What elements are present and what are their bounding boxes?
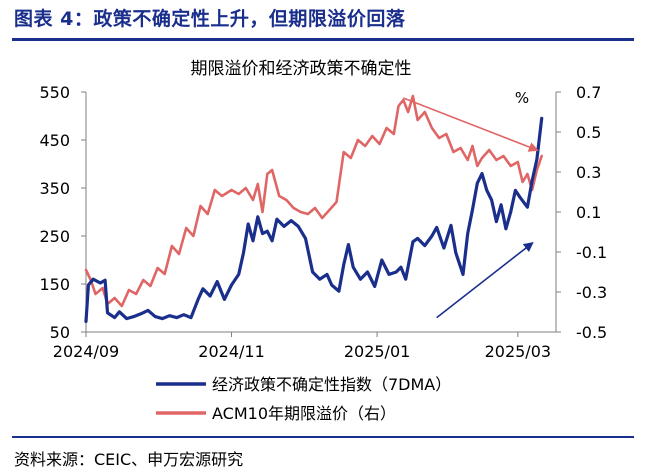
- trend-arrow-term-premium: [403, 97, 539, 152]
- right-tick-label: -0.5: [576, 323, 607, 342]
- series-line-acm: [84, 94, 544, 308]
- legend-label-acm: ACM10年期限溢价（右）: [212, 404, 396, 423]
- trend-arrow-uncertainty: [436, 241, 534, 319]
- x-tick-label: 2024/11: [198, 342, 264, 361]
- left-tick-label: 250: [39, 227, 70, 246]
- x-tick-label: 2025/01: [344, 342, 410, 361]
- figure-title: 图表 4：政策不确定性上升，但期限溢价回落: [14, 8, 406, 30]
- annotation-layer: [403, 97, 539, 319]
- left-tick-label: 350: [39, 179, 70, 198]
- source-note: 资料来源：CEIC、申万宏源研究: [14, 450, 244, 469]
- left-tick-label: 50: [50, 323, 70, 342]
- right-tick-label: 0.1: [576, 203, 601, 222]
- series-line-epu: [84, 116, 544, 323]
- axes: [85, 92, 557, 333]
- right-axis-ticks: 0.7 0.5 0.3 0.1 -0.1 -0.3 -0.5: [556, 83, 607, 342]
- right-tick-label: 0.3: [576, 163, 601, 182]
- x-tick-label: 2024/09: [53, 342, 119, 361]
- right-tick-label: -0.1: [576, 243, 607, 262]
- left-tick-label: 450: [39, 131, 70, 150]
- right-tick-label: -0.3: [576, 283, 607, 302]
- series-layer: [84, 94, 544, 323]
- legend-label-epu: 经济政策不确定性指数（7DMA）: [212, 375, 451, 394]
- chart-title: 期限溢价和经济政策不确定性: [191, 59, 412, 79]
- left-tick-label: 550: [39, 83, 70, 102]
- x-tick-label: 2025/03: [485, 342, 551, 361]
- right-tick-label: 0.5: [576, 123, 601, 142]
- x-axis-ticks: 2024/09 2024/11 2025/01 2025/03: [53, 332, 551, 361]
- right-tick-label: 0.7: [576, 83, 601, 102]
- legend: 经济政策不确定性指数（7DMA） ACM10年期限溢价（右）: [156, 375, 451, 423]
- title-rule: [12, 38, 634, 41]
- right-axis-unit: %: [515, 89, 529, 107]
- left-tick-label: 150: [39, 275, 70, 294]
- left-axis-ticks: 550 450 350 250 150 50: [39, 83, 86, 342]
- source-rule: [12, 436, 634, 438]
